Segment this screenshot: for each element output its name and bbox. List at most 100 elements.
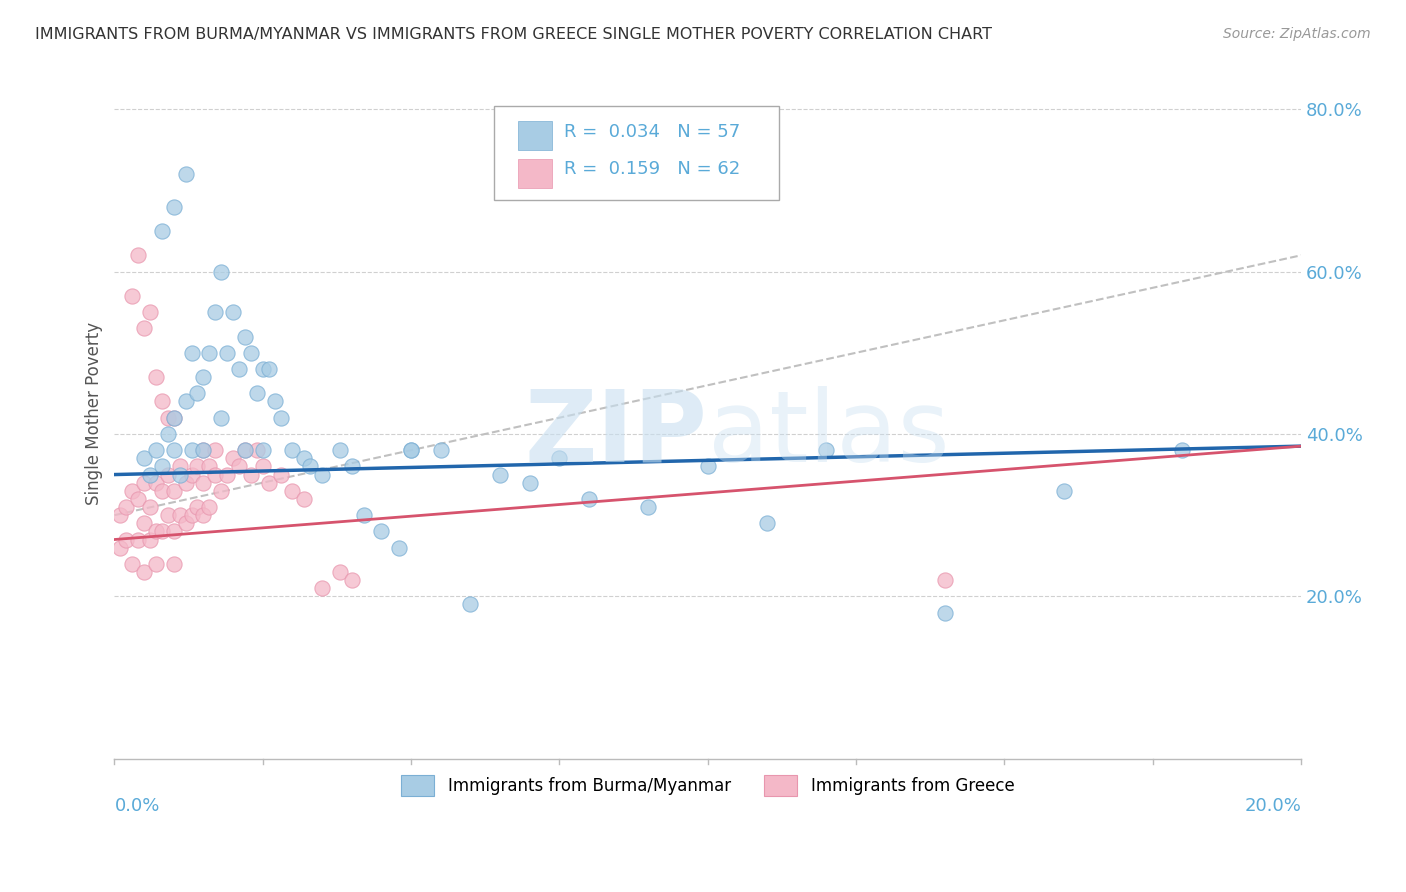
Point <box>180 345 202 359</box>
Point <box>110 508 132 523</box>
Point <box>163 410 186 425</box>
Point <box>329 443 352 458</box>
Text: R =  0.034   N = 57: R = 0.034 N = 57 <box>564 122 741 141</box>
Point <box>174 516 197 531</box>
Text: ZIP: ZIP <box>524 386 707 483</box>
Point <box>198 459 221 474</box>
Point <box>139 500 162 514</box>
Point <box>127 248 149 262</box>
Point <box>934 606 956 620</box>
Point <box>121 289 143 303</box>
Legend: Immigrants from Burma/Myanmar, Immigrants from Greece: Immigrants from Burma/Myanmar, Immigrant… <box>394 769 1021 802</box>
Point <box>156 508 179 523</box>
Point <box>150 524 173 539</box>
Point <box>174 475 197 490</box>
Text: 0.0%: 0.0% <box>114 797 160 814</box>
Point <box>934 573 956 587</box>
Point <box>156 467 179 482</box>
Point <box>169 508 191 523</box>
Point <box>578 491 600 506</box>
Point <box>163 410 186 425</box>
Point <box>193 370 215 384</box>
Point <box>110 541 132 555</box>
Point <box>132 321 155 335</box>
Point <box>186 386 208 401</box>
Point <box>139 305 162 319</box>
Y-axis label: Single Mother Poverty: Single Mother Poverty <box>86 322 103 505</box>
Point <box>204 467 226 482</box>
Point <box>180 467 202 482</box>
Point <box>145 475 167 490</box>
Point <box>233 329 256 343</box>
Point <box>228 459 250 474</box>
Point <box>204 443 226 458</box>
Point <box>756 516 779 531</box>
Point <box>388 541 411 555</box>
Text: IMMIGRANTS FROM BURMA/MYANMAR VS IMMIGRANTS FROM GREECE SINGLE MOTHER POVERTY CO: IMMIGRANTS FROM BURMA/MYANMAR VS IMMIGRA… <box>35 27 993 42</box>
Point <box>239 467 262 482</box>
Point <box>548 451 571 466</box>
FancyBboxPatch shape <box>517 121 553 151</box>
Point <box>340 459 363 474</box>
Point <box>292 491 315 506</box>
Point <box>139 467 162 482</box>
Point <box>145 370 167 384</box>
Point <box>399 443 422 458</box>
Point <box>353 508 375 523</box>
Point <box>186 500 208 514</box>
Point <box>193 443 215 458</box>
Point <box>329 565 352 579</box>
Point <box>1171 443 1194 458</box>
Point <box>163 200 186 214</box>
Point <box>311 467 333 482</box>
Point <box>115 500 138 514</box>
Point <box>156 410 179 425</box>
Point <box>127 491 149 506</box>
Point <box>180 508 202 523</box>
Point <box>150 224 173 238</box>
Point <box>150 459 173 474</box>
Point <box>696 459 718 474</box>
Point <box>204 305 226 319</box>
Point <box>169 459 191 474</box>
Point <box>239 345 262 359</box>
Point <box>252 459 274 474</box>
Point <box>217 345 239 359</box>
Point <box>209 483 232 498</box>
Point <box>163 483 186 498</box>
Point <box>815 443 838 458</box>
Point <box>270 467 292 482</box>
Point <box>209 410 232 425</box>
Point <box>145 557 167 571</box>
Point <box>257 475 280 490</box>
Point <box>311 581 333 595</box>
Point <box>370 524 392 539</box>
Text: Source: ZipAtlas.com: Source: ZipAtlas.com <box>1223 27 1371 41</box>
Point <box>186 459 208 474</box>
Point <box>489 467 512 482</box>
Point <box>193 475 215 490</box>
Point <box>139 533 162 547</box>
Point <box>233 443 256 458</box>
Text: atlas: atlas <box>707 386 949 483</box>
Point <box>460 598 482 612</box>
Point <box>156 426 179 441</box>
Point <box>163 524 186 539</box>
Point <box>163 443 186 458</box>
Point <box>299 459 322 474</box>
Point <box>132 451 155 466</box>
Point <box>132 516 155 531</box>
Point <box>257 362 280 376</box>
Point <box>1053 483 1076 498</box>
Point <box>174 394 197 409</box>
Point <box>399 443 422 458</box>
Point <box>233 443 256 458</box>
Point <box>340 573 363 587</box>
Point <box>115 533 138 547</box>
FancyBboxPatch shape <box>517 159 553 188</box>
Point <box>246 443 269 458</box>
Point <box>281 443 304 458</box>
Point <box>174 167 197 181</box>
Text: R =  0.159   N = 62: R = 0.159 N = 62 <box>564 160 741 178</box>
Point <box>637 500 659 514</box>
